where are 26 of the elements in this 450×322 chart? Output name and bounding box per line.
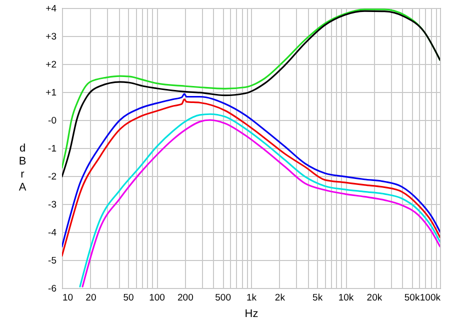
y-tick-label: +1 xyxy=(46,88,56,98)
y-tick-label: -3 xyxy=(48,200,56,210)
y-tick-label: -0 xyxy=(48,116,56,126)
y-tick-label: +2 xyxy=(46,60,56,70)
x-tick-label: 20 xyxy=(86,292,96,304)
y-tick-label: -6 xyxy=(48,284,56,294)
x-tick-label: 50 xyxy=(123,292,134,304)
x-tick-label: 100k xyxy=(420,292,441,304)
x-axis-title: Hz xyxy=(244,308,258,320)
x-tick-label: 200 xyxy=(178,292,194,304)
x-tick-label: 10k xyxy=(338,292,354,304)
x-tick-label: 500 xyxy=(215,292,231,304)
x-tick-label: 1k xyxy=(246,292,257,304)
x-tick-label: 10 xyxy=(62,292,74,304)
x-tick-label: 2k xyxy=(274,292,286,304)
y-axis-title: dBr A xyxy=(18,142,27,194)
x-tick-label: 5k xyxy=(312,292,323,304)
y-tick-label: -4 xyxy=(48,228,56,238)
y-tick-label: -2 xyxy=(48,172,56,182)
x-tick-label: 20k xyxy=(366,292,382,304)
y-tick-label: +4 xyxy=(46,4,56,14)
y-tick-label: +3 xyxy=(46,32,56,42)
x-tick-label: 50k xyxy=(404,292,420,304)
y-tick-label: -5 xyxy=(48,256,56,266)
x-tick-label: 100 xyxy=(149,292,165,304)
y-tick-label: -1 xyxy=(48,144,56,154)
